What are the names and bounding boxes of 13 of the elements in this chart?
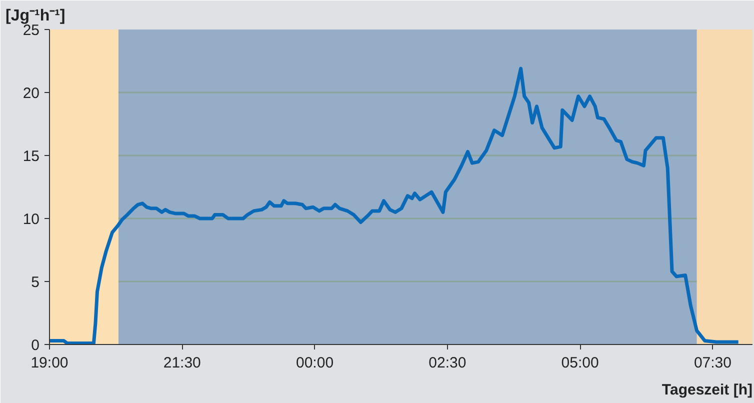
y-tick-label: 15 xyxy=(22,148,40,165)
x-tick-label: 07:30 xyxy=(694,354,732,372)
y-tick-label: 20 xyxy=(22,85,40,102)
x-tick-label: 02:30 xyxy=(428,354,466,372)
x-tick-label: 21:30 xyxy=(163,354,201,372)
x-tick-label: 00:00 xyxy=(296,354,334,372)
x-tick-label: 05:00 xyxy=(561,354,599,372)
x-axis-title: Tageszeit [h] xyxy=(662,382,753,398)
y-tick-label: 0 xyxy=(31,337,40,354)
y-tick-label: 5 xyxy=(31,274,40,291)
y-tick-label: 10 xyxy=(22,211,40,228)
x-tick-label: 19:00 xyxy=(30,354,68,372)
y-axis-title: [Jg⁻¹h⁻¹] xyxy=(6,8,66,24)
